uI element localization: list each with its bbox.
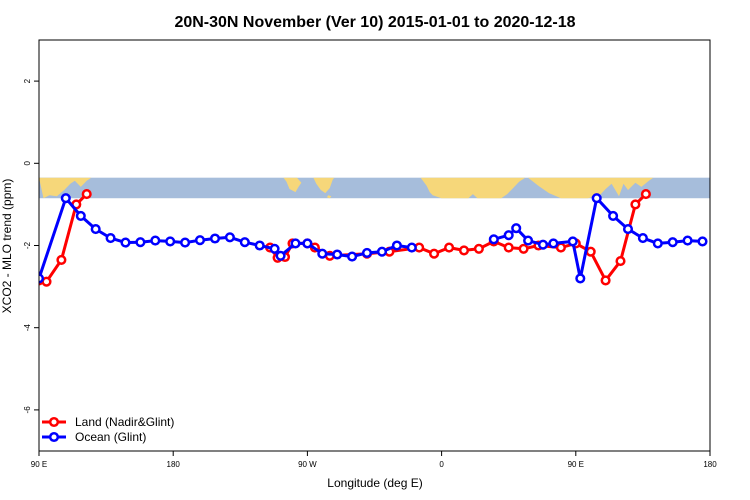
data-point [503,230,514,241]
data-point [511,223,522,234]
series-land [39,189,651,287]
data-point [615,256,626,267]
data-point [269,243,280,254]
y-tick-label: 2 [23,78,32,83]
data-point [135,237,146,248]
y-axis: 2 0 -2 -4 -6 [23,78,39,413]
series-line [493,196,703,280]
data-point [697,236,708,247]
data-point [555,242,566,253]
data-point [105,233,116,244]
data-point [585,246,596,257]
data-point [444,242,455,253]
x-axis: 90 E 180 90 W 0 90 E 180 [31,451,717,469]
data-point [120,237,131,248]
data-point [180,237,191,248]
data-point [275,250,286,261]
data-point [361,247,373,258]
data-point [591,193,602,204]
map-land [313,177,335,194]
data-point [600,275,611,286]
data-point [302,238,313,249]
data-point [503,242,514,253]
legend-label: Ocean (Glint) [75,430,146,444]
y-tick-label: -2 [23,241,32,249]
data-point [473,243,484,254]
data-point [682,235,693,246]
series-ocean [39,193,708,284]
chart-title: 20N-30N November (Ver 10) 2015-01-01 to … [174,14,575,31]
x-axis-label: Longitude (deg E) [327,476,422,490]
legend: Land (Nadir&Glint)Ocean (Glint) [42,415,174,444]
data-point [290,238,301,249]
data-point [637,233,648,244]
y-tick-label: -6 [23,406,32,414]
y-tick-label: -4 [23,324,32,332]
y-tick-label: 0 [23,161,32,166]
data-point [548,238,559,249]
data-point [622,224,634,235]
x-tick-label: 180 [167,460,181,469]
data-point [391,240,402,251]
y-axis-label: XCO2 - MLO trend (ppm) [0,179,14,314]
legend-item: Ocean (Glint) [42,430,146,444]
data-point [150,235,161,246]
data-point [652,238,663,249]
x-tick-label: 90 E [568,460,584,469]
x-tick-label: 90 E [31,460,47,469]
data-point [667,237,678,248]
data-point [56,254,67,265]
data-point [567,236,578,247]
x-tick-label: 180 [703,460,717,469]
data-point [347,251,358,262]
data-point [81,189,92,200]
map-land [326,195,332,199]
map-land [420,177,526,199]
data-point [376,246,388,257]
legend-swatch-marker [48,416,60,428]
series-layer [39,189,708,287]
data-point [224,232,235,243]
data-point [537,239,549,250]
data-point [254,240,265,251]
x-tick-label: 0 [439,460,444,469]
data-point [429,248,440,259]
x-tick-label: 90 W [298,460,317,469]
data-point [332,249,343,260]
map-land [283,177,302,193]
data-point [523,235,534,246]
data-point [640,189,651,200]
map-land [528,177,654,199]
data-point [165,236,176,247]
map-land [39,177,92,199]
data-point [317,248,328,259]
data-point [75,210,86,221]
data-point [60,193,71,204]
legend-swatch-marker [48,431,60,443]
data-point [194,235,206,246]
data-point [458,245,470,256]
legend-label: Land (Nadir&Glint) [75,415,174,429]
data-point [90,224,101,235]
map-strip [39,177,710,199]
data-point [630,199,641,210]
data-point [608,210,619,221]
data-point [518,243,529,254]
data-point [209,233,221,244]
data-point [239,237,250,248]
data-point [575,273,586,284]
legend-item: Land (Nadir&Glint) [42,415,174,429]
data-point [488,234,499,245]
data-point [406,242,417,253]
